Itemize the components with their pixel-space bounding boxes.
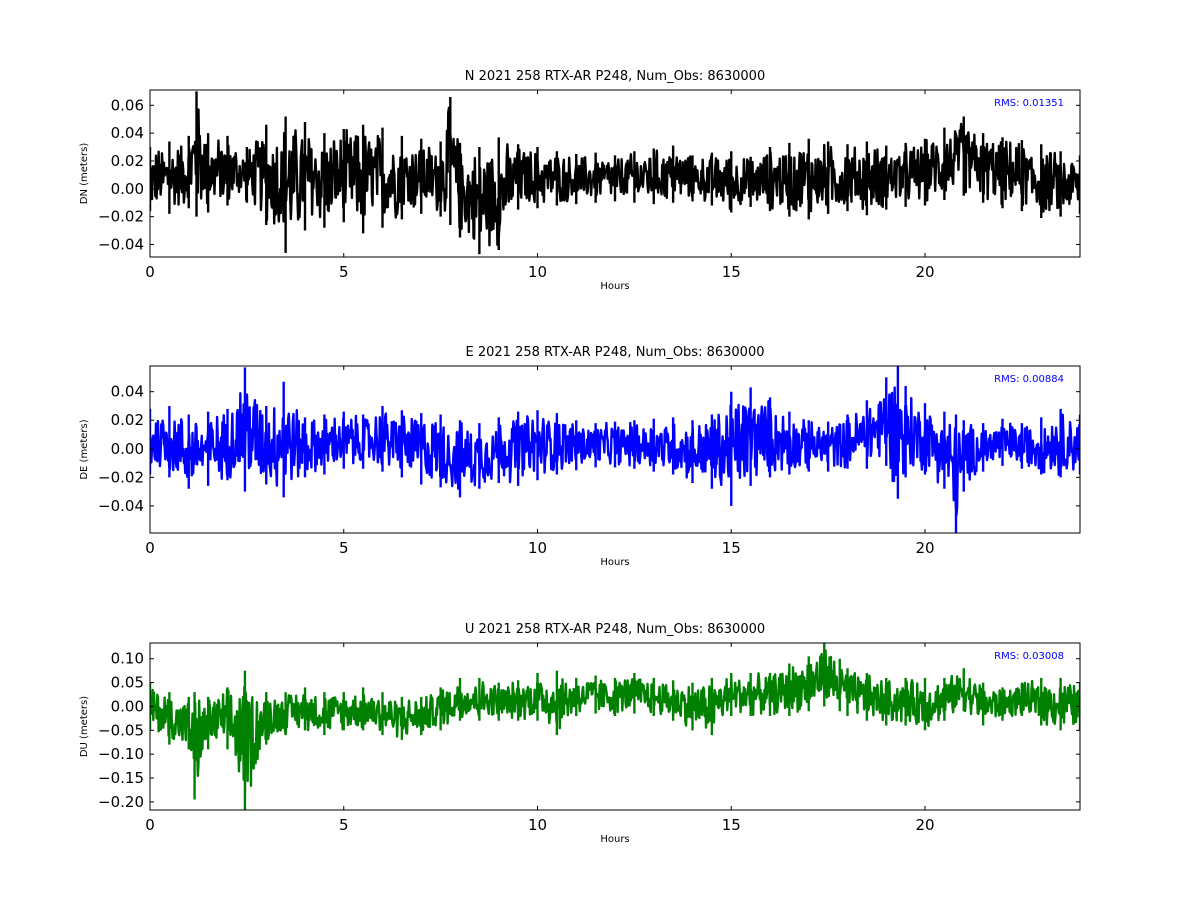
y-tick-label-1-1: −0.02 — [98, 468, 144, 486]
x-tick-label-0-4: 20 — [915, 263, 934, 281]
x-tick-label-1-1: 5 — [339, 539, 349, 557]
series-line-0-0 — [150, 91, 1080, 255]
rms-annotation-2: RMS: 0.03008 — [994, 651, 1064, 662]
y-tick-label-0-4: 0.04 — [111, 124, 144, 142]
x-axis-label-0: Hours — [600, 281, 629, 292]
x-tick-label-1-0: 0 — [145, 539, 155, 557]
chart-title-1: E 2021 258 RTX-AR P248, Num_Obs: 8630000 — [466, 345, 765, 360]
x-tick-label-2-4: 20 — [915, 816, 934, 834]
chart-title-0: N 2021 258 RTX-AR P248, Num_Obs: 8630000 — [465, 69, 765, 84]
panel-1: 0 5 10 15 20 −0.04 −0.02 0.00 0.02 0.04 E 2021 258… — [79, 345, 1081, 568]
x-axis-label-2: Hours — [600, 834, 629, 845]
panel-0: 0 5 10 15 20 −0.04 −0.02 0.00 0.02 0.04 0.06 N 2021… — [79, 69, 1081, 292]
series-line-1-0 — [150, 366, 1080, 533]
y-tick-label-2-0: −0.20 — [98, 793, 144, 811]
x-tick-label-0-3: 15 — [722, 263, 741, 281]
x-tick-label-0-0: 0 — [145, 263, 155, 281]
y-tick-label-1-4: 0.04 — [111, 383, 144, 401]
y-tick-label-2-4: 0.00 — [111, 697, 144, 715]
x-axis-label-1: Hours — [600, 557, 629, 568]
y-tick-label-0-1: −0.02 — [98, 208, 144, 226]
rms-annotation-0: RMS: 0.01351 — [994, 98, 1064, 109]
x-tick-label-1-4: 20 — [915, 539, 934, 557]
x-tick-label-2-3: 15 — [722, 816, 741, 834]
panel-2: 0 5 10 15 20 −0.20 −0.15 −0.10 −0.05 0.00 0.05 0.10… — [79, 622, 1081, 845]
y-tick-label-0-0: −0.04 — [98, 235, 144, 253]
y-tick-label-1-0: −0.04 — [98, 497, 144, 515]
y-axis-label-0: DN (meters) — [79, 143, 90, 205]
y-tick-label-2-1: −0.15 — [98, 769, 144, 787]
axes-frame-2 — [149, 642, 1081, 811]
y-tick-label-2-2: −0.10 — [98, 745, 144, 763]
x-tick-label-2-0: 0 — [145, 816, 155, 834]
x-tick-label-0-1: 5 — [339, 263, 349, 281]
y-tick-label-0-2: 0.00 — [111, 180, 144, 198]
x-tick-label-1-3: 15 — [722, 539, 741, 557]
series-line-2-0 — [150, 643, 1080, 810]
rms-annotation-1: RMS: 0.00884 — [994, 374, 1064, 385]
x-tick-label-2-1: 5 — [339, 816, 349, 834]
x-tick-label-2-2: 10 — [528, 816, 547, 834]
y-tick-label-2-3: −0.05 — [98, 721, 144, 739]
x-tick-label-1-2: 10 — [528, 539, 547, 557]
x-tick-label-0-2: 10 — [528, 263, 547, 281]
axes-frame-0 — [149, 89, 1081, 258]
y-tick-label-2-6: 0.10 — [111, 650, 144, 668]
y-tick-label-0-5: 0.06 — [111, 96, 144, 114]
y-tick-label-0-3: 0.02 — [111, 152, 144, 170]
y-tick-label-1-3: 0.02 — [111, 411, 144, 429]
y-axis-label-2: DU (meters) — [79, 696, 90, 757]
axes-frame-1 — [149, 365, 1081, 534]
y-tick-label-1-2: 0.00 — [111, 440, 144, 458]
chart-title-2: U 2021 258 RTX-AR P248, Num_Obs: 8630000 — [465, 622, 765, 637]
y-axis-label-1: DE (meters) — [79, 419, 90, 479]
y-tick-label-2-5: 0.05 — [111, 674, 144, 692]
